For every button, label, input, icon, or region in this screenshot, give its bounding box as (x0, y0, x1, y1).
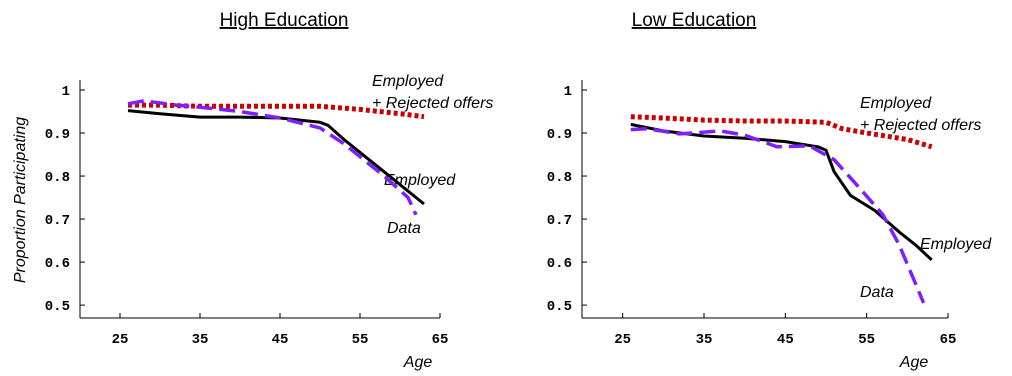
x-axis-label: Age (899, 354, 929, 371)
x-tick-label: 45 (777, 332, 794, 348)
y-tick-label: 0.8 (547, 170, 572, 186)
x-tick-label: 55 (858, 332, 875, 348)
x-tick-label: 65 (940, 332, 957, 348)
x-axis-label: Age (403, 354, 433, 371)
series-line-employed (127, 109, 425, 206)
series-label: Employed (384, 172, 456, 189)
series-line-data (127, 99, 418, 216)
series-label: + Rejected offers (372, 95, 493, 112)
series-label: Employed (372, 73, 444, 90)
y-tick-label: 0.7 (547, 213, 572, 229)
y-tick-label: 0.5 (547, 299, 572, 315)
x-tick-label: 35 (192, 332, 209, 348)
series-line-employed-rejected-offers (630, 114, 933, 150)
y-tick-label: 0.9 (45, 127, 70, 143)
x-tick-label: 55 (352, 332, 369, 348)
series-label: Employed (860, 95, 932, 112)
x-tick-label: 35 (696, 332, 713, 348)
x-tick-label: 25 (614, 332, 631, 348)
chart-title: High Education (220, 10, 349, 31)
y-axis-label: Proportion Participating (12, 117, 29, 283)
series-line-data (630, 126, 926, 304)
x-tick-label: 25 (112, 332, 129, 348)
y-tick-label: 0.5 (45, 299, 70, 315)
series-label: Data (387, 220, 421, 237)
y-tick-label: 0.7 (45, 213, 70, 229)
series-line-employed (630, 122, 933, 262)
series-label: Data (860, 284, 894, 301)
y-tick-label: 0.9 (547, 127, 572, 143)
y-tick-label: 1 (564, 84, 572, 100)
panel-high-education: High Education 0.5 0.6 0.7 0.8 0.9 1 25 35 45 55 65… (45, 10, 494, 371)
series-label: Employed (920, 236, 992, 253)
y-tick-label: 0.8 (45, 170, 70, 186)
y-tick-label: 0.6 (547, 256, 572, 272)
series-label: + Rejected offers (860, 117, 981, 134)
y-tick-label: 1 (62, 84, 70, 100)
y-tick-label: 0.6 (45, 256, 70, 272)
x-tick-label: 45 (272, 332, 289, 348)
x-tick-label: 65 (432, 332, 449, 348)
chart-title: Low Education (632, 10, 757, 31)
panel-low-education: Low Education 0.5 0.6 0.7 0.8 0.9 1 25 35 45 55 65 A… (547, 10, 992, 371)
series-line-employed-rejected-offers (128, 102, 425, 120)
